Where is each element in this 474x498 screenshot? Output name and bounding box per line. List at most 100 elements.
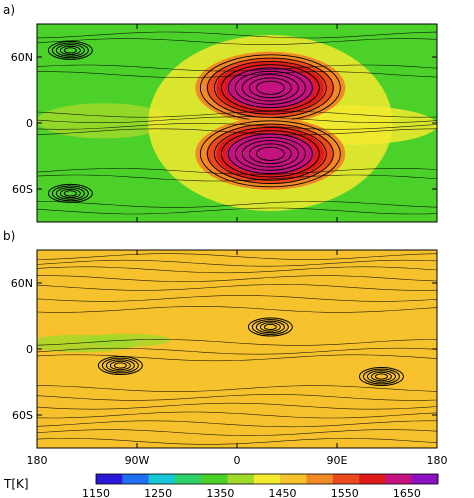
streamline: [37, 116, 437, 124]
streamline: [37, 354, 437, 362]
y-tick-label: 60S: [12, 183, 33, 196]
gyre-streamline: [220, 64, 320, 112]
vortex-streamline: [97, 356, 143, 375]
panel-a-plot-area: [36, 23, 438, 223]
streamline: [37, 207, 437, 215]
vortex-streamline: [113, 362, 127, 369]
streamline: [37, 253, 437, 260]
vortex-streamline: [51, 42, 89, 59]
streamline: [37, 174, 437, 182]
x-tick-label: 90E: [327, 454, 348, 467]
temperature-patch: [37, 344, 349, 398]
gyre-streamline: [206, 123, 334, 184]
streamline: [37, 266, 437, 274]
colorbar-swatch: [174, 474, 202, 484]
x-tick-label: 180: [27, 454, 48, 467]
gyre-streamline: [241, 140, 299, 168]
streamline: [37, 259, 437, 267]
streamline: [37, 394, 437, 401]
colorbar-swatch: [96, 474, 123, 484]
hot-gyre-shade: [226, 132, 315, 175]
streamline: [37, 420, 437, 428]
y-tick-label: 60S: [12, 409, 33, 422]
streamline: [37, 110, 437, 118]
streamline: [37, 201, 437, 208]
vortex-streamline: [370, 371, 392, 382]
colorbar-swatch: [148, 474, 176, 484]
colorbar-swatch: [122, 474, 149, 484]
gyre-streamline: [255, 80, 285, 95]
gyre-streamline: [227, 67, 313, 109]
streamline: [37, 38, 437, 45]
panel-b-label: b): [3, 229, 15, 243]
vortex-streamline: [101, 357, 139, 374]
x-tick-label: 0: [234, 454, 241, 467]
vortex-streamline: [358, 367, 404, 386]
vortex-streamline: [51, 185, 89, 202]
y-tick-label: 60N: [11, 277, 33, 290]
y-tick-label: 60N: [11, 51, 33, 64]
panel-b-ticks: 60N 0 60S 180 90W 0 90E 180: [11, 250, 448, 467]
streamline: [37, 347, 437, 355]
panel-a-label: a): [3, 3, 15, 17]
colorbar: T[K] 1150 1250 1350 1450 1550 1650: [3, 473, 439, 498]
streamline: [37, 64, 437, 72]
streamline: [37, 168, 437, 175]
vortex-streamline: [362, 368, 400, 385]
colorbar-swatches: [95, 473, 439, 485]
colorbar-swatch: [227, 474, 255, 484]
panel-b: b) 60N 0 60S 180 90W 0 90E 180: [3, 229, 448, 467]
vortex-streamline: [105, 359, 135, 372]
vortex-streamline: [59, 188, 81, 199]
colorbar-swatch: [359, 474, 386, 484]
gyre-streamline: [248, 77, 292, 99]
streamline: [37, 123, 437, 130]
gyre-streamline: [234, 70, 306, 105]
colorbar-tick-label: 1150: [82, 487, 110, 498]
hot-gyre-shade: [226, 66, 315, 109]
colorbar-swatch: [280, 474, 307, 484]
streamline: [37, 306, 437, 313]
vortex-streamline: [55, 187, 85, 200]
y-tick-label: 0: [26, 117, 33, 130]
streamline: [37, 284, 437, 291]
gyre-streamline: [213, 126, 327, 181]
streamline: [37, 402, 437, 410]
streamline: [37, 128, 437, 136]
colorbar-tick-label: 1250: [144, 487, 172, 498]
gyre-streamline: [248, 143, 292, 165]
gyre-streamline: [234, 136, 306, 171]
streamline: [37, 71, 437, 78]
vortex-streamline: [263, 323, 277, 331]
colorbar-swatch: [411, 474, 439, 484]
colorbar-tick-label: 1350: [206, 487, 234, 498]
streamline: [37, 295, 437, 302]
temperature-patch: [37, 261, 137, 305]
vortex-streamline: [55, 44, 85, 57]
vortex-streamline: [247, 317, 293, 337]
streamline: [37, 385, 437, 392]
y-tick-label: 0: [26, 343, 33, 356]
gyre-streamline: [199, 120, 341, 188]
vortex-streamline: [59, 45, 81, 56]
panel-a-y-ticks: 60N 0 60S: [11, 24, 438, 222]
panel-b-plot-area: [36, 249, 438, 449]
gyre-streamline: [255, 146, 285, 161]
vortex-streamline: [63, 190, 77, 197]
gyre-streamline: [220, 130, 320, 178]
streamline: [37, 275, 437, 282]
colorbar-label: T[K]: [3, 477, 29, 491]
colorbar-swatch: [201, 474, 228, 484]
warm-region: [37, 103, 171, 139]
x-tick-label: 180: [427, 454, 448, 467]
x-tick-label: 90W: [125, 454, 150, 467]
colorbar-tick-label: 1650: [393, 487, 421, 498]
vortex-streamline: [63, 47, 77, 54]
gyre-streamline: [241, 74, 299, 102]
streamline: [37, 339, 437, 346]
vortex-streamline: [374, 373, 388, 380]
colorbar-frame: [95, 473, 439, 485]
vortex-streamline: [251, 319, 289, 335]
streamline: [37, 411, 437, 419]
